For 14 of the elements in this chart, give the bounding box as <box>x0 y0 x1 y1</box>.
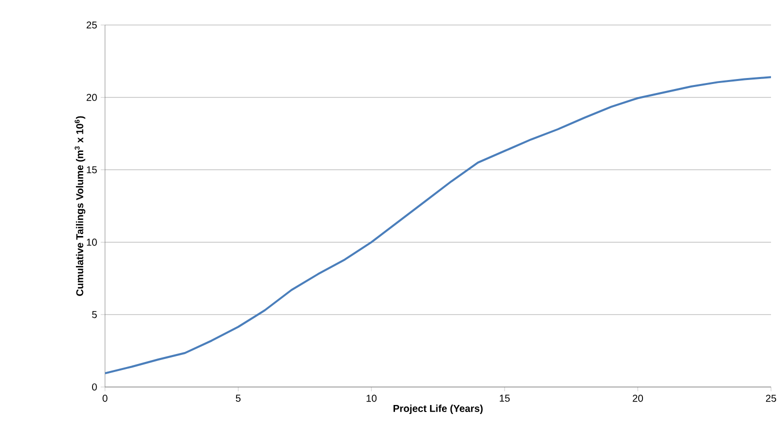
x-tick-label: 10 <box>366 394 377 402</box>
x-tick-label: 0 <box>102 394 108 402</box>
y-tick-label: 25 <box>86 21 97 29</box>
y-axis-title: Cumulative Tailings Volume (m$^{3}$ x 10$^{6}$) <box>74 116 86 296</box>
y-tick-label: 5 <box>92 311 97 318</box>
y-tick-label: 15 <box>86 166 97 174</box>
x-tick-label: 5 <box>236 394 241 402</box>
x-axis-title: Project Life (Years) <box>394 404 483 414</box>
x-tick-label: 15 <box>500 394 510 402</box>
y-tick-label: 0 <box>92 383 97 391</box>
x-tick-label: 25 <box>766 394 776 402</box>
x-tick-label: 20 <box>632 394 643 402</box>
y-tick-label: 20 <box>86 94 97 101</box>
y-tick-label: 10 <box>86 238 97 246</box>
